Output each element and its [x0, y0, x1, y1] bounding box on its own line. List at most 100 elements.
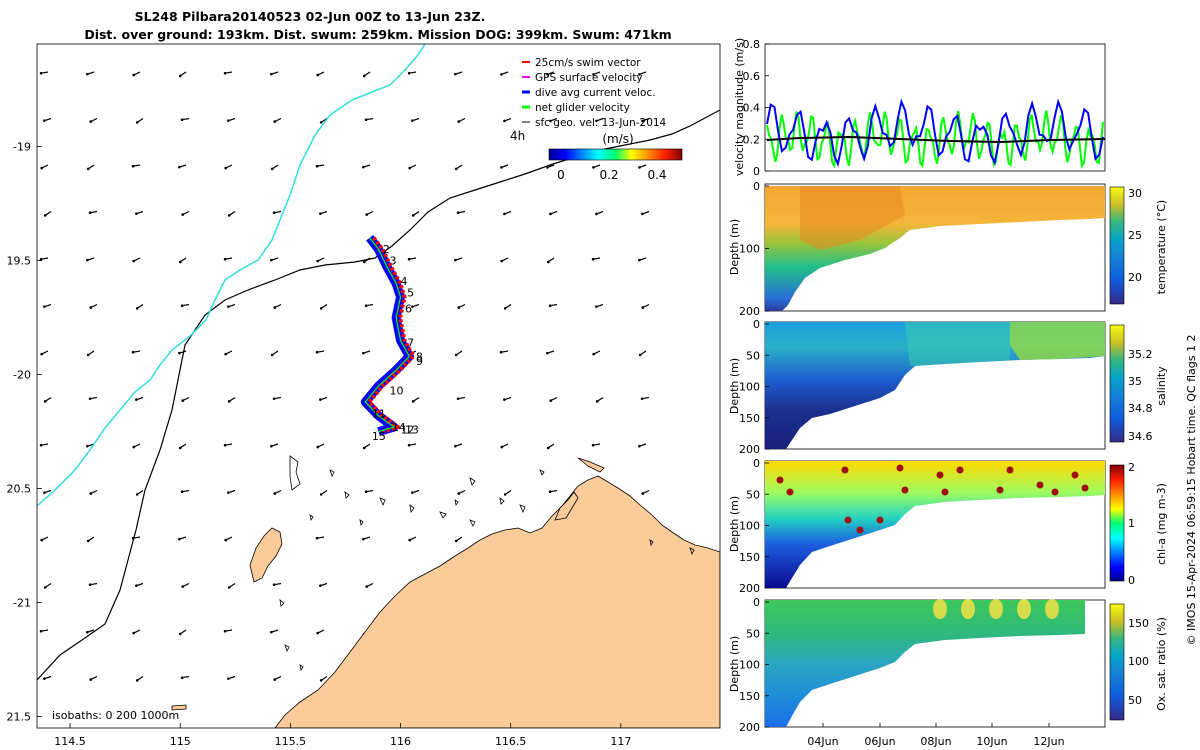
vector-arrow-head — [503, 307, 507, 310]
vector-arrow-head — [549, 399, 553, 402]
vector-arrow-head — [39, 443, 43, 447]
chla-hotspot — [844, 516, 852, 524]
vector-arrow-head — [86, 539, 90, 543]
ytick-label: 0 — [753, 596, 760, 609]
vector-arrow-head — [638, 258, 641, 262]
salinity-cb-tick-2: 34.8 — [1128, 402, 1153, 415]
velocity-ylabel: velocity magnitude (m/s) — [733, 38, 746, 176]
vector-arrow-head — [457, 492, 461, 495]
vector-arrow-head — [43, 677, 46, 680]
vector-arrow-head — [178, 260, 182, 264]
chla-cb-tick-1: 1 — [1128, 517, 1135, 530]
legend-entry-swim: 25cm/s swim vector — [535, 57, 641, 69]
vector-arrow-head — [638, 353, 642, 357]
vector-arrow-head — [135, 679, 139, 682]
oxygen-high-spot — [989, 599, 1003, 619]
vector-arrow-head — [546, 351, 549, 355]
vector-arrow-head — [272, 583, 276, 587]
velocity-axis-ticks: 0 0.2 0.4 0.6 0.8 — [743, 38, 769, 178]
chla-colorbar — [1109, 464, 1125, 582]
vector-arrow-head — [180, 676, 184, 680]
vector-arrow-head — [591, 257, 595, 261]
ytick-label: 0 — [753, 180, 760, 193]
vector-arrow-head — [86, 167, 90, 171]
ytick-label: 0.8 — [743, 38, 761, 51]
ytick-label: 200 — [739, 305, 760, 318]
map-colorbar-tick-2: 0.4 — [647, 168, 666, 182]
vector-arrow-head — [456, 211, 460, 215]
vector-arrow-head — [223, 629, 227, 633]
ytick-label: 50 — [746, 627, 760, 640]
ytick-label: 0.2 — [743, 133, 761, 146]
vector-arrow-head — [227, 400, 231, 403]
vector-arrow-head — [135, 398, 138, 401]
vector-arrow-head — [227, 119, 230, 122]
land-barrow-island — [249, 527, 283, 583]
temperature-cb-label: temperature (°C) — [1155, 200, 1168, 294]
vector-arrow-head — [456, 397, 460, 401]
vector-arrow-head — [180, 118, 184, 122]
vector-arrow-head — [548, 490, 552, 494]
vector-arrow-head — [315, 350, 319, 354]
vector-arrow-head — [86, 72, 89, 76]
land-small-island — [577, 457, 605, 473]
vector-arrow-head — [132, 445, 136, 449]
vector-arrow-head — [224, 166, 228, 170]
oxygen-high-spot — [1017, 599, 1031, 619]
ytick-label: 150 — [739, 690, 760, 703]
vector-arrow-head — [43, 119, 46, 122]
vector-arrow-head — [641, 212, 644, 216]
vector-arrow-head — [272, 211, 276, 215]
vector-arrow-head — [135, 307, 139, 310]
vector-arrow-head — [88, 397, 92, 401]
vector-arrow-head — [364, 490, 368, 494]
salinity-mid-patch — [905, 322, 1010, 366]
ytick-label: 0.4 — [743, 102, 761, 115]
vector-arrow-head — [546, 446, 550, 450]
oxygen-cb-tick-1: 100 — [1128, 655, 1149, 668]
vector-arrow-head — [132, 259, 136, 263]
credit-text: © IMOS 15-Apr-2024 06:59:15 Hobart time.… — [1185, 335, 1198, 646]
map-axis-ticks: 114.5 115 115.5 116 116.5 117-1919.5-2020.5-2… — [7, 141, 632, 748]
land-islet — [171, 704, 187, 711]
vector-arrow-head — [411, 400, 415, 403]
isobath-1000m — [37, 44, 426, 507]
vector-arrow-head — [595, 400, 599, 403]
legend-entry-dive: dive avg current veloc. — [535, 87, 656, 99]
map-ytick-label: -20 — [13, 369, 31, 382]
vector-arrow-head — [503, 119, 506, 123]
chla-hotspots — [776, 464, 1089, 534]
map-colorbar-tick-1: 0.2 — [599, 168, 618, 182]
map-legend: 25cm/s swim vector GPS surface velocity … — [510, 57, 683, 182]
oxygen-high-spot — [933, 599, 947, 619]
vector-arrow-head — [500, 445, 504, 449]
vector-arrow-head — [454, 167, 458, 171]
salinity-colorbar — [1109, 324, 1125, 443]
chla-hotspot — [856, 526, 864, 534]
vector-arrow-head — [178, 632, 182, 636]
vector-arrow-head — [362, 537, 365, 541]
oxygen-high-spot — [961, 599, 975, 619]
vector-arrow-head — [178, 165, 181, 169]
legend-time-label: 4h — [510, 129, 525, 143]
vector-arrow-head — [641, 306, 645, 309]
map-ytick-label: -21 — [13, 597, 31, 610]
vector-arrow-head — [270, 353, 274, 357]
surface-velocity-field — [39, 71, 650, 682]
oxygen-colorbar — [1109, 603, 1125, 721]
vector-arrow-head — [135, 584, 138, 587]
track-day-label: 8 — [416, 350, 423, 363]
vector-arrow-head — [272, 397, 276, 401]
vector-arrow-head — [500, 73, 503, 76]
vector-arrow-head — [178, 74, 182, 78]
ytick-label: 50 — [746, 349, 760, 362]
ytick-label: 100 — [739, 520, 760, 533]
vector-arrow-head — [273, 306, 277, 309]
vector-arrow-head — [89, 306, 93, 309]
chla-hotspot — [786, 488, 794, 496]
track-day-label: 10 — [390, 385, 404, 398]
ytick-label: 150 — [739, 412, 760, 425]
vector-arrow-head — [316, 445, 320, 449]
